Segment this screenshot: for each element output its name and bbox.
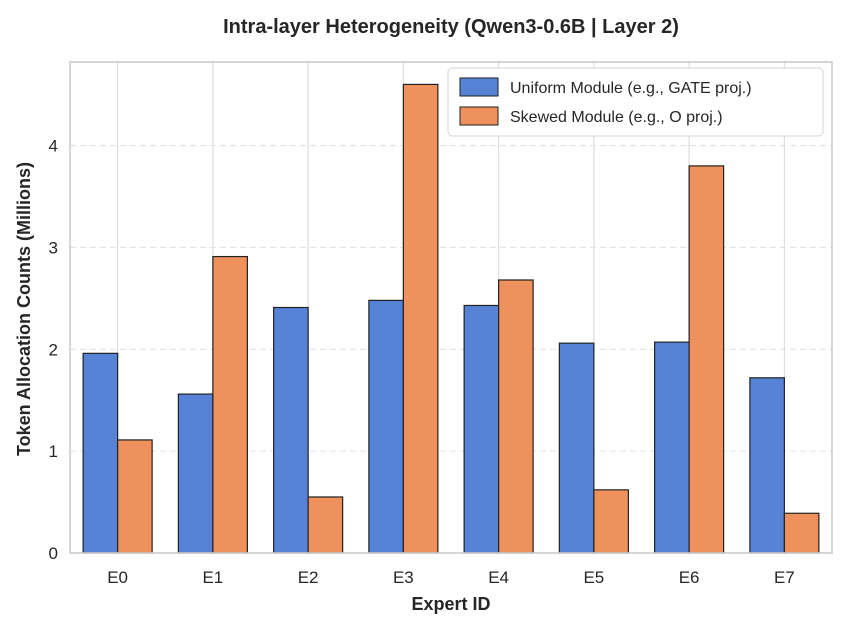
x-tick-label: E1 bbox=[202, 568, 223, 587]
x-tick-label: E0 bbox=[107, 568, 128, 587]
legend-box bbox=[447, 67, 824, 137]
legend: Uniform Module (e.g., GATE proj.) Skewed… bbox=[447, 67, 824, 137]
tick-labels: 0 1 2 3 4 E0 E1 E2 E3 E4 E5 E6 E7 bbox=[49, 137, 795, 587]
bar-skewed-e6 bbox=[688, 165, 725, 554]
x-tick-label: E7 bbox=[774, 568, 795, 587]
bar-uniform-e0 bbox=[82, 352, 119, 554]
x-tick-label: E3 bbox=[393, 568, 414, 587]
x-tick-label: E5 bbox=[583, 568, 604, 587]
y-axis-label: Token Allocation Counts (Millions) bbox=[14, 162, 34, 456]
bar-skewed-e1 bbox=[212, 255, 248, 554]
legend-label-skewed: Skewed Module (e.g., O proj.) bbox=[510, 109, 723, 126]
bar-uniform-e6 bbox=[654, 341, 690, 554]
bar-uniform-e5 bbox=[558, 342, 595, 554]
bars bbox=[82, 83, 820, 554]
x-tick-label: E6 bbox=[679, 568, 700, 587]
y-tick-label: 3 bbox=[49, 238, 58, 257]
bar-skewed-e3 bbox=[402, 83, 439, 554]
bar-uniform-e2 bbox=[273, 306, 309, 554]
bar-skewed-e5 bbox=[593, 489, 629, 554]
legend-label-uniform: Uniform Module (e.g., GATE proj.) bbox=[510, 80, 752, 97]
bar-uniform-e1 bbox=[177, 393, 214, 554]
bar-skewed-e2 bbox=[307, 496, 344, 554]
bar-uniform-e4 bbox=[463, 304, 500, 554]
bar-skewed-e4 bbox=[498, 279, 534, 554]
y-tick-label: 2 bbox=[49, 340, 58, 359]
legend-swatch-uniform bbox=[459, 77, 499, 97]
y-tick-label: 4 bbox=[49, 137, 58, 156]
x-tick-label: E4 bbox=[488, 568, 509, 587]
chart-title: Intra-layer Heterogeneity (Qwen3-0.6B | … bbox=[223, 16, 679, 38]
bar-uniform-e3 bbox=[368, 299, 404, 554]
plot-frame bbox=[69, 61, 833, 554]
y-tick-label: 1 bbox=[49, 442, 58, 461]
bar-skewed-e7 bbox=[783, 512, 820, 554]
bar-uniform-e7 bbox=[749, 377, 785, 554]
legend-swatch-skewed bbox=[459, 106, 499, 126]
y-tick-label: 0 bbox=[49, 544, 58, 563]
x-axis-label: Expert ID bbox=[411, 594, 490, 614]
x-tick-label: E2 bbox=[298, 568, 319, 587]
bar-skewed-e0 bbox=[117, 439, 153, 554]
